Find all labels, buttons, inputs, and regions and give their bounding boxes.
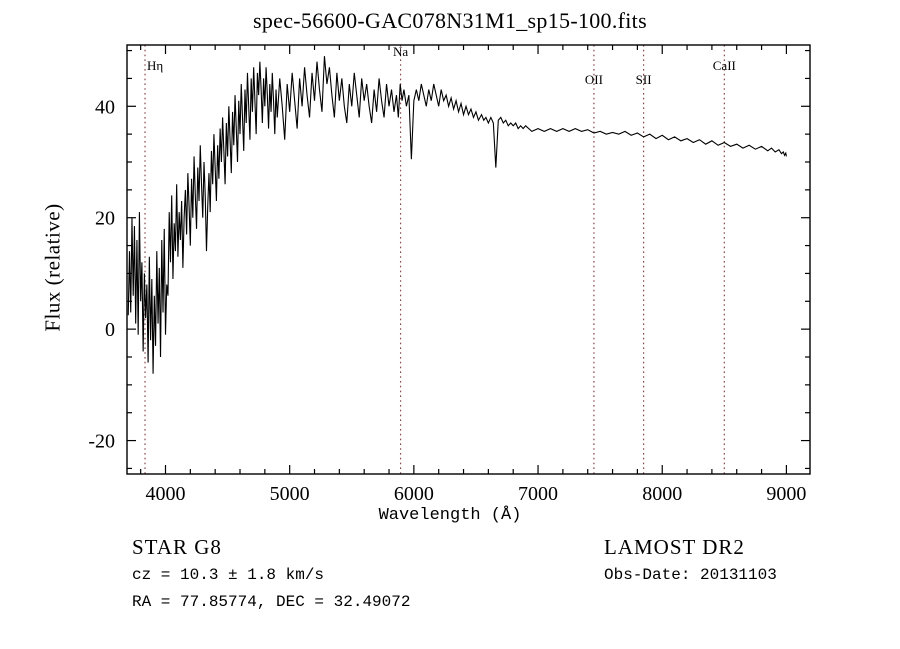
y-axis-label: Flux (relative): [40, 203, 65, 332]
line-marker-label-h: Hη: [147, 58, 163, 73]
survey-metadata-right: LAMOST DR2 Obs-Date: 20131103: [604, 532, 777, 589]
line-marker-label-oii: OII: [585, 72, 603, 87]
line-marker-label-caii: CaII: [713, 58, 736, 73]
spectrum-trace: [127, 56, 787, 374]
x-tick-label: 7000: [518, 483, 558, 505]
plot-frame: [126, 44, 811, 475]
x-tick-label: 6000: [394, 483, 434, 505]
x-tick-label: 9000: [766, 483, 806, 505]
y-tick-label: -20: [88, 431, 115, 453]
y-tick-label: 0: [105, 319, 115, 341]
y-tick-label: 40: [95, 96, 115, 118]
object-metadata-left: STAR G8 cz = 10.3 ± 1.8 km/s RA = 77.857…: [132, 532, 410, 616]
object-class: STAR G8: [132, 535, 222, 559]
line-marker-label-na: Na: [393, 44, 408, 59]
x-tick-label: 8000: [642, 483, 682, 505]
page-title: spec-56600-GAC078N31M1_sp15-100.fits: [253, 8, 647, 33]
x-axis-label: Wavelength (Å): [378, 506, 522, 525]
redshift-velocity: cz = 10.3 ± 1.8 km/s: [132, 566, 325, 584]
line-marker-label-sii: SII: [636, 72, 652, 87]
observation-date: Obs-Date: 20131103: [604, 566, 777, 584]
y-tick-label: 20: [95, 208, 115, 230]
sky-coordinates: RA = 77.85774, DEC = 32.49072: [132, 593, 411, 611]
x-tick-label: 5000: [270, 483, 310, 505]
survey-name: LAMOST DR2: [604, 535, 745, 559]
x-tick-label: 4000: [145, 483, 185, 505]
